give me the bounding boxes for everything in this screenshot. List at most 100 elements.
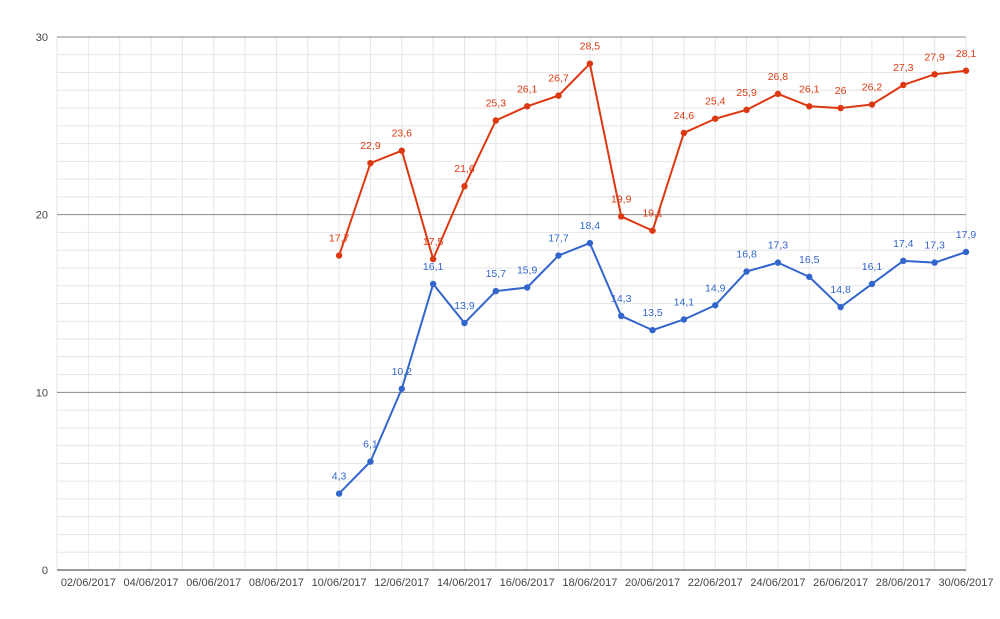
data-point — [931, 71, 938, 78]
data-label: 19,9 — [611, 193, 632, 205]
data-point — [868, 280, 876, 288]
data-point — [837, 104, 844, 112]
data-label: 17,5 — [423, 236, 444, 248]
data-point — [398, 147, 405, 154]
data-label: 19,1 — [642, 208, 663, 220]
data-label: 28,5 — [580, 41, 601, 53]
x-tick-label: 10/06/2017 — [312, 577, 367, 589]
x-tick-label: 12/06/2017 — [374, 577, 429, 589]
y-tick-label: 10 — [36, 387, 48, 399]
data-label: 6,1 — [363, 439, 378, 451]
data-point — [743, 106, 750, 114]
data-label: 14,9 — [705, 282, 726, 294]
data-point — [492, 287, 500, 295]
data-point — [618, 312, 625, 320]
data-label: 14,8 — [830, 284, 851, 296]
data-point — [555, 252, 562, 259]
data-label: 16,8 — [736, 249, 757, 261]
major-gridlines — [57, 36, 966, 571]
data-label: 26,2 — [862, 82, 883, 94]
data-label: 25,4 — [705, 96, 726, 108]
data-point — [680, 316, 688, 323]
x-axis-tick-labels: 02/06/2017 04/06/2017 06/06/2017 08/06/2017… — [61, 577, 994, 589]
data-point — [649, 326, 656, 334]
data-point — [586, 60, 594, 67]
data-label: 25,9 — [736, 87, 757, 99]
data-point — [931, 259, 938, 266]
data-label: 27,9 — [924, 51, 945, 63]
x-tick-label: 06/06/2017 — [186, 577, 241, 589]
data-label: 25,3 — [486, 98, 507, 110]
data-label: 17,3 — [924, 240, 945, 252]
data-point — [461, 319, 468, 327]
x-tick-label: 24/06/2017 — [750, 577, 805, 589]
data-label: 16,1 — [862, 261, 883, 273]
data-label: 14,3 — [611, 293, 632, 305]
y-tick-label: 20 — [36, 210, 48, 222]
data-label: 13,9 — [454, 300, 475, 312]
x-tick-label: 18/06/2017 — [562, 577, 617, 589]
data-point — [523, 284, 531, 291]
series-points — [335, 60, 970, 497]
data-point — [586, 239, 594, 247]
data-point — [806, 103, 813, 110]
y-axis-tick-labels: 0 10 20 30 — [36, 32, 48, 577]
x-tick-label: 14/06/2017 — [437, 577, 492, 589]
y-tick-label: 0 — [42, 565, 48, 577]
data-label: 22,9 — [360, 140, 381, 152]
data-point — [367, 159, 374, 167]
data-label: 10,2 — [392, 366, 413, 378]
data-label: 24,6 — [674, 110, 695, 122]
data-label: 17,9 — [956, 229, 977, 241]
data-label: 15,7 — [486, 268, 507, 280]
data-label: 26,1 — [517, 83, 538, 95]
x-tick-label: 20/06/2017 — [625, 577, 680, 589]
x-tick-label: 30/06/2017 — [938, 577, 993, 589]
x-tick-label: 28/06/2017 — [876, 577, 931, 589]
data-label: 15,9 — [517, 265, 538, 277]
data-point — [335, 252, 343, 259]
data-point — [555, 92, 562, 99]
data-label: 27,3 — [893, 62, 914, 74]
data-point — [712, 115, 719, 122]
data-point — [523, 103, 531, 110]
data-label: 23,6 — [392, 128, 413, 140]
data-label: 13,5 — [642, 307, 663, 319]
x-tick-label: 04/06/2017 — [124, 577, 179, 589]
data-point — [962, 67, 970, 74]
data-point — [680, 129, 688, 137]
data-label: 17,7 — [329, 233, 350, 245]
data-point — [461, 183, 468, 190]
data-point — [367, 458, 374, 465]
x-tick-label: 26/06/2017 — [813, 577, 868, 589]
data-label: 21,6 — [454, 163, 475, 175]
data-point — [429, 280, 437, 288]
data-label: 26 — [835, 85, 847, 97]
data-label: 28,1 — [956, 48, 977, 60]
data-label: 26,1 — [799, 83, 820, 95]
data-point — [837, 303, 844, 311]
data-point — [774, 90, 782, 98]
data-point — [900, 81, 907, 89]
x-tick-label: 08/06/2017 — [249, 577, 304, 589]
data-point — [806, 273, 813, 281]
data-point — [868, 101, 876, 108]
data-label: 18,4 — [580, 220, 601, 232]
data-point — [774, 259, 782, 266]
data-label: 26,7 — [548, 73, 569, 85]
data-label: 16,1 — [423, 261, 444, 273]
data-label: 16,5 — [799, 254, 820, 266]
data-label: 26,8 — [768, 71, 789, 83]
x-tick-label: 02/06/2017 — [61, 577, 116, 589]
data-point — [900, 257, 907, 265]
data-point — [492, 117, 500, 124]
data-label: 17,7 — [548, 233, 569, 245]
y-tick-label: 30 — [36, 32, 48, 44]
data-labels: 17,7 22,9 23,6 17,5 21,6 25,3 26,1 26,7 28,5 19,9… — [329, 41, 976, 483]
x-tick-label: 16/06/2017 — [500, 577, 555, 589]
minor-gridlines — [56, 37, 967, 570]
data-label: 17,3 — [768, 240, 789, 252]
data-point — [429, 255, 437, 263]
data-point — [743, 268, 750, 275]
